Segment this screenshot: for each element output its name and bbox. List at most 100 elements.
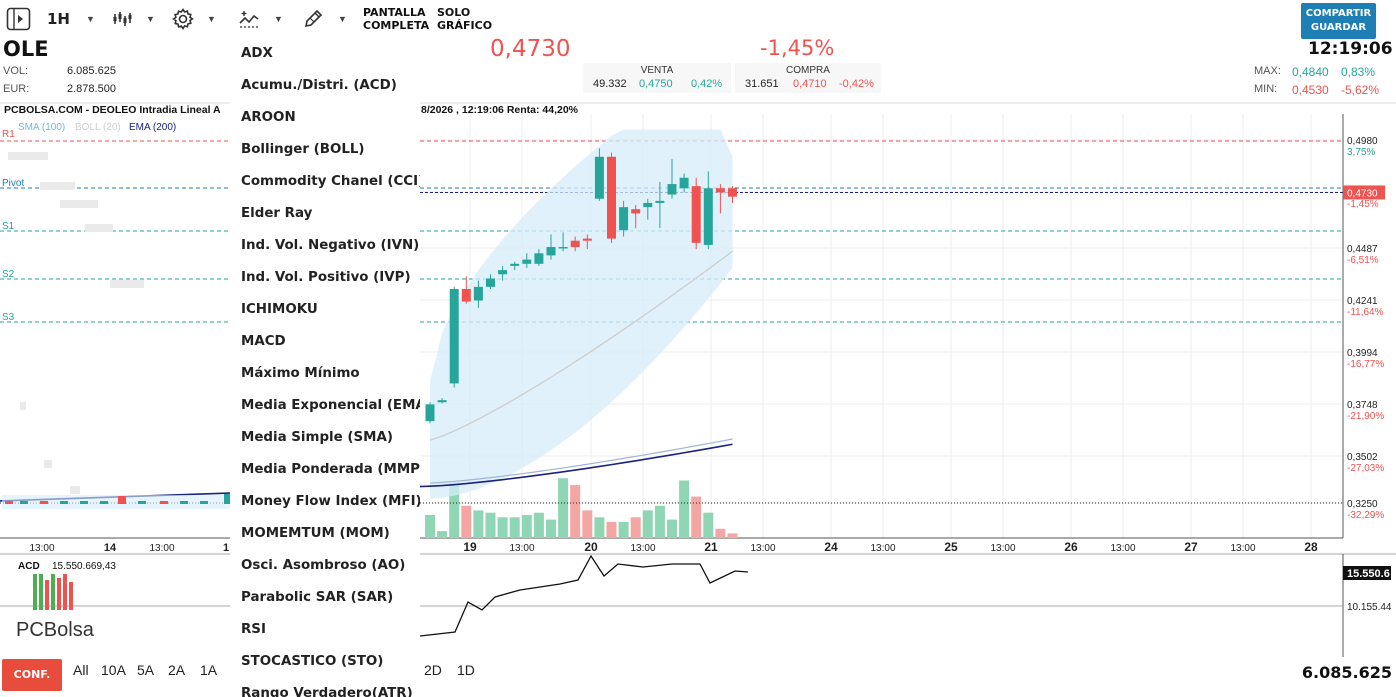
range-2d-button[interactable]: 2D	[424, 662, 442, 678]
chart-type-dropdown[interactable]: ▼	[112, 6, 155, 32]
panel-toggle-icon	[6, 7, 31, 31]
time-tick-label: 13:00	[149, 543, 174, 554]
range-1d-button[interactable]: 1D	[457, 662, 475, 678]
config-button[interactable]: CONF.	[2, 659, 62, 691]
sell-title: VENTA	[640, 65, 674, 76]
left-candle	[138, 501, 146, 504]
indicator-menu-item[interactable]: Media Exponencial (EMA)	[241, 398, 420, 413]
price-chart[interactable]: 0,49803,75%0,4733-1,45%0,4487-6,51%0,424…	[0, 102, 1396, 657]
volume-bar	[703, 512, 714, 538]
volume-bar	[546, 519, 556, 538]
acd-value: 15.550.669,43	[52, 561, 116, 572]
volume-bar	[715, 528, 726, 538]
indicator-menu-item[interactable]: Máximo Mínimo	[241, 366, 360, 381]
indicator-menu-item[interactable]: STOCASTICO (STO)	[241, 654, 384, 669]
indicator-menu-item[interactable]: Money Flow Index (MFI)	[241, 494, 420, 509]
sell-qty: 49.332	[593, 78, 627, 90]
boll-legend[interactable]: BOLL (20)	[75, 122, 121, 133]
indicator-menu-item[interactable]: Elder Ray	[241, 206, 313, 221]
volume-bar	[582, 510, 593, 538]
indicator-menu-item[interactable]: Ind. Vol. Negativo (IVN)	[241, 238, 420, 253]
min-label: MIN:	[1254, 83, 1278, 95]
volume-bar	[533, 512, 544, 538]
volume-bars	[425, 478, 738, 538]
chevron-down-icon: ▼	[274, 14, 283, 24]
pct-tick-label: 3,75%	[1347, 147, 1375, 158]
volume-bar	[642, 510, 653, 538]
time-tick-label: 26	[1064, 540, 1078, 554]
range-2y-button[interactable]: 2A	[168, 662, 186, 678]
time-tick-label: 13:00	[1110, 543, 1135, 554]
sell-price: 0,4750	[639, 78, 673, 90]
current-price-label: 0,4730	[1347, 188, 1378, 199]
pct-tick-label: -6,51%	[1347, 255, 1379, 266]
candles-icon	[113, 12, 132, 26]
logo-text: PCBolsa	[16, 619, 95, 641]
volume-bar	[594, 517, 605, 538]
indicator-menu-item[interactable]: RSI	[241, 622, 266, 637]
indicator-menu-item[interactable]: Acumu./Distri. (ACD)	[241, 78, 397, 93]
gear-icon	[172, 8, 194, 30]
indicator-menu-item[interactable]: Rango Verdadero(ATR)	[241, 686, 413, 697]
candle-body	[425, 404, 435, 422]
ema-legend[interactable]: EMA (200)	[129, 122, 176, 133]
buy-pct: -0,42%	[839, 78, 874, 90]
share-save-button[interactable]: COMPARTIR GUARDAR	[1301, 3, 1376, 39]
sma-legend[interactable]: SMA (100)	[18, 122, 65, 133]
left-candle	[160, 501, 168, 504]
volume-label: VOL:	[3, 65, 29, 77]
last-price: 0,4730	[490, 36, 571, 62]
chart-only-button[interactable]: SOLO GRÁFICO	[437, 6, 492, 32]
time-tick-label: 19	[463, 540, 477, 554]
indicator-menu-item[interactable]: AROON	[241, 110, 296, 125]
candle-body	[619, 207, 629, 231]
left-volume-profile	[60, 200, 98, 208]
candle-body	[607, 156, 616, 239]
time-tick-label: 21	[704, 540, 718, 554]
acd-axis-mid: 10.155.44	[1347, 602, 1392, 613]
indicator-menu-item[interactable]: Parabolic SAR (SAR)	[241, 590, 394, 605]
indicator-menu-item[interactable]: Osci. Asombroso (AO)	[241, 558, 406, 573]
sidebar-toggle-button[interactable]	[6, 6, 32, 32]
drawing-tools-dropdown[interactable]: ▼	[302, 6, 347, 32]
range-10y-button[interactable]: 10A	[101, 662, 126, 678]
candle-body	[594, 156, 604, 199]
euro-volume-label: EUR:	[3, 83, 30, 95]
ticker-symbol: OLE	[3, 37, 49, 61]
indicator-menu-item[interactable]: MOMEMTUM (MOM)	[241, 526, 390, 541]
volume-bar	[630, 517, 641, 538]
indicator-menu-item[interactable]: ICHIMOKU	[241, 302, 318, 317]
fullscreen-button[interactable]: PANTALLA COMPLETA	[363, 6, 429, 32]
price-tick-label: 0,3502	[1347, 452, 1378, 463]
price-tick-label: 0,4487	[1347, 244, 1378, 255]
pct-tick-label: -27,03%	[1347, 463, 1384, 474]
range-all-button[interactable]: All	[73, 662, 89, 678]
buy-qty: 31.651	[745, 78, 779, 90]
indicator-menu-item[interactable]: Media Ponderada (MMP)	[241, 462, 420, 477]
interval-dropdown[interactable]: 1H ▼	[47, 6, 95, 32]
indicator-menu-item[interactable]: Commodity Chanel (CCI)	[241, 174, 420, 189]
time-tick-label: 28	[1304, 540, 1318, 554]
settings-dropdown[interactable]: ▼	[171, 6, 216, 32]
fullscreen-label-2: COMPLETA	[363, 19, 430, 32]
indicator-menu-item[interactable]: Media Simple (SMA)	[241, 430, 393, 445]
indicator-menu-item[interactable]: MACD	[241, 334, 286, 349]
indicator-menu-item[interactable]: Ind. Vol. Positivo (IVP)	[241, 270, 411, 285]
range-5y-button[interactable]: 5A	[137, 662, 155, 678]
left-volume-profile	[85, 224, 113, 232]
indicator-menu-item[interactable]: Bollinger (BOLL)	[241, 142, 365, 157]
pivot-r1-label: R1	[2, 129, 15, 140]
bollinger-band	[430, 129, 733, 499]
left-candle	[20, 501, 28, 504]
pivot-s3-label: S3	[2, 312, 15, 323]
range-1y-button[interactable]: 1A	[200, 662, 218, 678]
pivot-s1-label: S1	[2, 221, 15, 232]
save-label: GUARDAR	[1310, 22, 1367, 33]
candle-body	[546, 247, 556, 256]
candle-body	[679, 177, 689, 189]
current-price-tag	[1343, 185, 1385, 200]
volume-bar	[667, 519, 677, 538]
buy-title: COMPRA	[786, 65, 830, 76]
indicators-dropdown[interactable]: ▼	[238, 6, 283, 32]
indicator-menu-item[interactable]: ADX	[241, 46, 273, 61]
